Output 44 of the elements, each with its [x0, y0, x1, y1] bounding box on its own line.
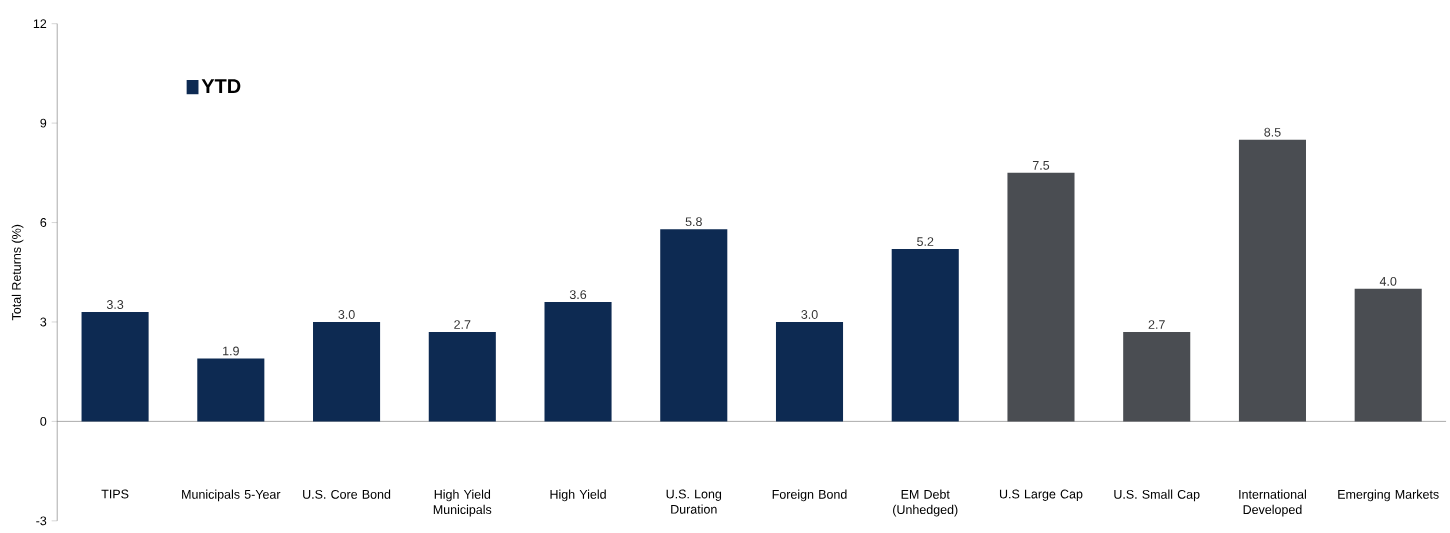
x-tick-label: U.S. Core Bond	[303, 489, 391, 499]
y-tick-label: 12	[33, 19, 47, 29]
y-tick-label: -3	[36, 516, 47, 526]
data-label: 5.2	[917, 237, 934, 247]
data-label: 4.0	[1379, 277, 1397, 286]
x-tick-label: Emerging Markets	[1338, 489, 1439, 502]
bar	[81, 312, 149, 422]
legend-label: YTD	[201, 79, 241, 94]
x-tick-label: EM Debt (Unhedged)	[893, 489, 958, 517]
y-tick-label: 0	[40, 417, 47, 426]
x-tick-label: High Yield Municipals	[433, 489, 492, 517]
y-tick-label: 3	[40, 317, 47, 327]
x-tick-label: Municipals 5-Year	[182, 489, 281, 502]
y-axis-title: Total Returns (%)	[11, 225, 24, 321]
data-label: 3.0	[338, 310, 355, 320]
x-tick-label: International Developed	[1239, 489, 1306, 517]
bar	[891, 249, 959, 422]
data-label: 7.5	[1032, 161, 1050, 170]
bar	[428, 332, 496, 422]
data-label: 2.7	[454, 320, 471, 330]
bar	[1238, 139, 1306, 422]
x-tick-label: Foreign Bond	[772, 489, 847, 502]
bar	[197, 358, 265, 422]
data-label: 5.8	[685, 217, 702, 227]
x-tick-label: U.S Large Cap	[999, 489, 1083, 502]
bar	[775, 322, 844, 422]
data-label: 3.6	[569, 290, 587, 300]
data-label: 2.7	[1148, 320, 1165, 330]
bar	[1123, 332, 1191, 422]
data-label: 3.3	[106, 300, 124, 310]
x-tick-label: U.S. Long Duration	[666, 489, 722, 514]
bar	[660, 229, 728, 422]
bar	[313, 322, 381, 422]
data-label: 8.5	[1264, 127, 1281, 137]
x-tick-label: High Yield	[550, 489, 606, 502]
data-label: 1.9	[223, 346, 239, 356]
bar	[1354, 288, 1422, 422]
bar	[1007, 172, 1075, 422]
y-tick-label: 6	[40, 218, 47, 228]
x-tick-label: TIPS	[101, 489, 129, 499]
x-tick-label: U.S. Small Cap	[1114, 489, 1200, 502]
bar	[544, 302, 612, 422]
data-label: 3.0	[801, 310, 818, 320]
y-tick-label: 9	[40, 118, 47, 128]
